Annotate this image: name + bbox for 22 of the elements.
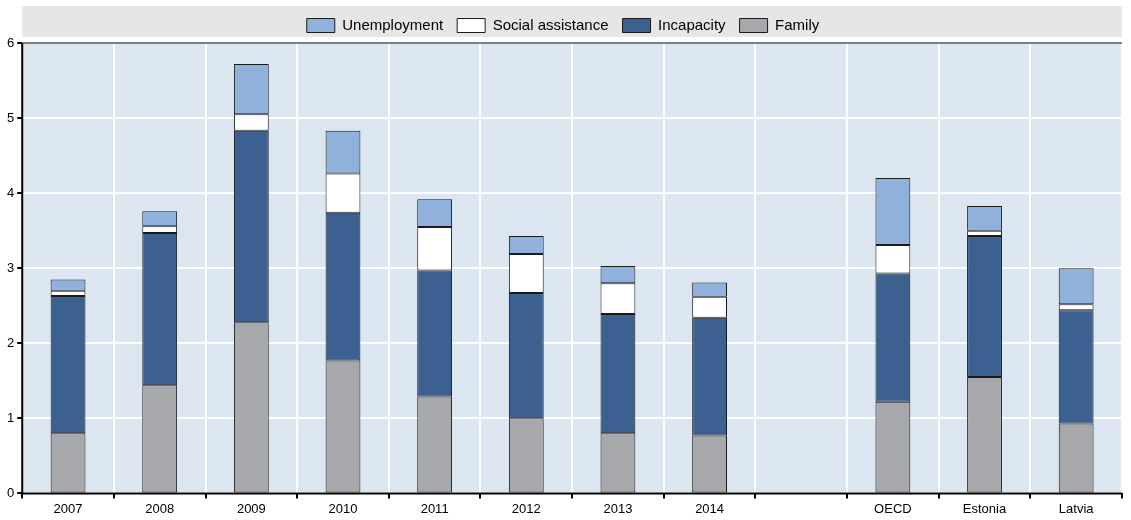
x-tick-label: 2012: [511, 500, 541, 516]
x-tick-label: 2009: [236, 500, 266, 516]
x-tick-label: Latvia: [1058, 500, 1095, 516]
legend-label: Social assistance: [492, 15, 609, 33]
legend-label: Unemployment: [342, 15, 444, 33]
legend-label: Family: [775, 15, 820, 33]
x-tick-label: 2008: [145, 500, 175, 516]
x-tick-label: 2010: [328, 500, 358, 516]
y-tick-label: 1: [7, 409, 15, 425]
x-tick-label: 2013: [603, 500, 633, 516]
x-tick-label: 2014: [695, 500, 725, 516]
y-tick-label: 5: [7, 109, 15, 125]
y-tick-label: 2: [7, 334, 15, 350]
y-tick-label: 3: [7, 259, 15, 275]
x-tick-label: Estonia: [962, 500, 1007, 516]
x-tick-label: 2011: [420, 500, 449, 516]
x-tick-label: OECD: [874, 500, 912, 516]
x-tick-label: 2007: [53, 500, 83, 516]
y-tick-label: 6: [7, 34, 15, 50]
y-tick-label: 0: [7, 484, 15, 500]
legend-label: Incapacity: [658, 15, 727, 33]
y-tick-label: 4: [7, 184, 15, 200]
